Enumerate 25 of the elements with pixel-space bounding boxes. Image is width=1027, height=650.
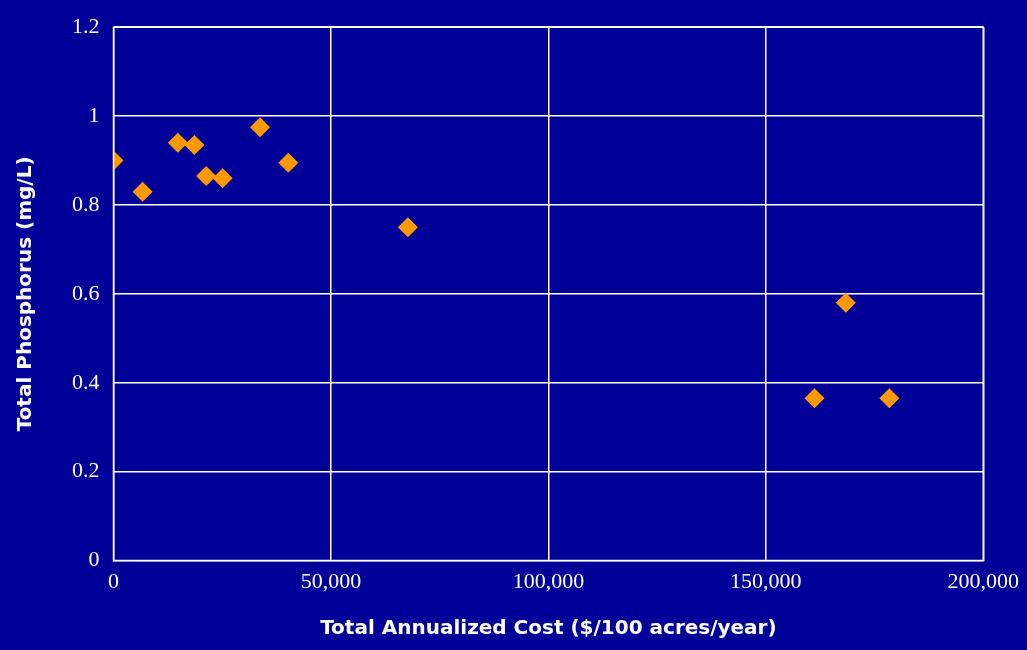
x-tick-label: 150,000 — [730, 567, 802, 593]
point — [804, 388, 825, 409]
y-tick-label: 1 — [88, 101, 100, 127]
y-axis-title: Total Phosphorus (mg/L) — [12, 156, 37, 432]
point — [184, 134, 205, 155]
x-tick-label: 100,000 — [512, 567, 585, 593]
point — [250, 117, 271, 138]
y-tick-label: 0.2 — [72, 457, 100, 483]
y-tick-label: 0.4 — [72, 368, 100, 394]
y-tick-label: 1.2 — [72, 12, 100, 38]
y-tick-label: 0.6 — [72, 279, 100, 305]
point — [879, 388, 900, 409]
x-tick-label: 0 — [108, 567, 119, 593]
point — [132, 181, 153, 202]
point — [196, 166, 217, 187]
point — [278, 152, 299, 173]
x-axis-title: Total Annualized Cost ($/100 acres/year) — [320, 615, 777, 640]
point — [212, 168, 233, 189]
x-tick-label: 50,000 — [300, 567, 362, 593]
y-tick-label: 0.8 — [72, 190, 100, 216]
y-tick-label: 0 — [88, 546, 100, 572]
point — [397, 217, 418, 238]
point — [835, 292, 856, 313]
point — [167, 132, 188, 153]
x-tick-label: 200,000 — [947, 567, 1019, 593]
